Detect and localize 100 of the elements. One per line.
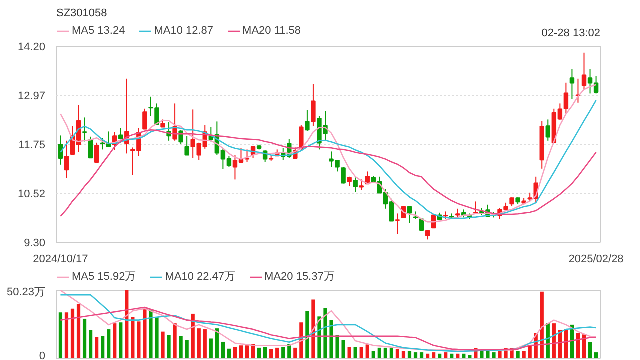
bar	[264, 346, 268, 358]
bar	[119, 322, 123, 358]
candlestick	[407, 206, 412, 224]
bar	[378, 348, 382, 358]
candlestick	[94, 142, 100, 163]
candlestick	[570, 68, 575, 100]
bar	[113, 324, 117, 358]
bar	[173, 324, 177, 358]
bar	[312, 300, 316, 358]
bar	[155, 317, 159, 358]
bar	[209, 338, 213, 358]
bar	[95, 337, 99, 358]
bar	[76, 304, 81, 358]
bar	[432, 352, 436, 358]
bar	[179, 336, 183, 358]
candlestick	[395, 213, 400, 235]
y-tick-label: 12.97	[18, 90, 46, 103]
bar	[64, 312, 69, 358]
candlestick	[64, 140, 70, 179]
bar	[360, 346, 364, 358]
bar	[239, 346, 244, 358]
candlestick	[359, 179, 364, 191]
candlestick	[299, 124, 304, 152]
y-tick-label: 10.52	[18, 188, 46, 201]
bar	[588, 342, 592, 358]
legend-label: MA5 13.24	[72, 25, 126, 37]
bar	[498, 351, 502, 358]
candlestick	[88, 136, 94, 159]
bar	[372, 351, 376, 358]
text: 02-28 13:02	[542, 28, 600, 40]
bar	[270, 349, 274, 358]
candlestick	[305, 110, 310, 132]
bar	[131, 317, 135, 358]
bar	[408, 351, 412, 358]
x-tick-label: 2024/10/17	[33, 254, 88, 266]
bar	[221, 342, 225, 358]
bar	[149, 310, 153, 358]
candlestick	[118, 128, 124, 144]
bar	[336, 335, 340, 358]
candlestick	[311, 84, 316, 127]
bar	[215, 328, 219, 358]
bar	[167, 335, 171, 358]
bar	[420, 352, 424, 358]
bar	[594, 352, 598, 358]
legend-label: MA10 22.47万	[165, 270, 236, 284]
candlestick	[341, 166, 346, 184]
bar	[70, 308, 75, 358]
y-tick-label: 50.23万	[6, 286, 46, 298]
bar	[197, 328, 201, 358]
bar	[384, 348, 388, 358]
bar	[82, 318, 87, 358]
y-tick-label: 9.30	[24, 238, 46, 250]
bar	[306, 311, 310, 358]
y-tick-label: 14.20	[18, 42, 46, 54]
legend-label: MA20 15.37万	[264, 270, 335, 284]
bar	[528, 346, 532, 358]
y-tick-label: 0	[39, 350, 46, 360]
bar	[101, 336, 105, 358]
bar	[426, 354, 430, 358]
line-series	[60, 306, 597, 351]
bar	[143, 308, 147, 358]
bar	[185, 340, 189, 358]
bar	[414, 352, 418, 358]
candlestick	[425, 230, 430, 240]
chart-title: SZ301058	[56, 8, 108, 20]
bar	[348, 346, 352, 358]
bar	[516, 351, 520, 358]
candlestick	[546, 119, 551, 142]
bar	[456, 354, 460, 358]
bar	[582, 334, 586, 358]
bar	[342, 340, 346, 358]
bar	[540, 292, 544, 358]
candlestick	[353, 176, 358, 193]
bar	[107, 330, 111, 358]
bar	[324, 308, 328, 358]
candlestick	[582, 52, 587, 90]
legend-label: MA10 12.87	[154, 25, 214, 37]
bar	[294, 348, 298, 358]
bar	[396, 349, 400, 358]
bar	[522, 351, 526, 358]
candlestick	[244, 149, 250, 163]
bar	[125, 290, 129, 358]
bar	[576, 333, 580, 358]
candlestick	[82, 117, 88, 142]
bar	[161, 332, 165, 358]
bar	[492, 352, 496, 358]
bar	[137, 322, 141, 358]
candlestick	[184, 136, 190, 156]
legend-label: MA5 15.92万	[72, 270, 136, 284]
bar	[88, 330, 93, 358]
bar	[276, 348, 280, 358]
bar	[227, 348, 232, 358]
bar	[58, 312, 63, 358]
bar	[444, 352, 448, 358]
legend-label: MA20 11.58	[242, 25, 302, 37]
bar	[203, 330, 207, 358]
bar	[330, 320, 334, 358]
bar	[462, 354, 466, 358]
bar	[450, 354, 454, 358]
bar	[245, 346, 250, 358]
